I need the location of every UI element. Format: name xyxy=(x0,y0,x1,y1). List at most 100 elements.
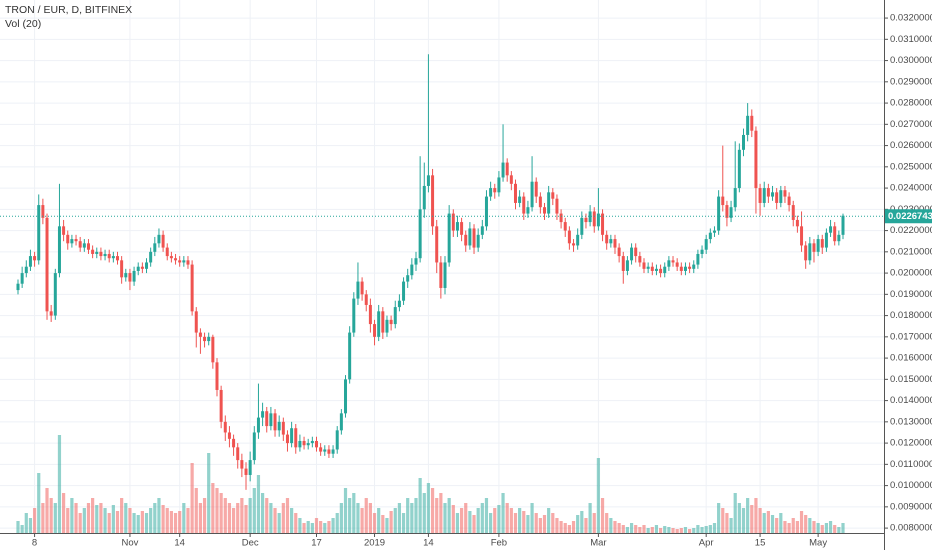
volume-bar xyxy=(207,453,211,533)
candle-body xyxy=(775,192,779,203)
candle-body xyxy=(66,234,70,244)
volume-bar xyxy=(468,511,472,533)
volume-bar xyxy=(733,493,737,533)
volume-bar xyxy=(372,513,377,533)
volume-bar xyxy=(762,513,766,533)
volume-bar xyxy=(650,527,654,533)
volume-bar xyxy=(406,498,410,533)
volume-bar xyxy=(489,513,493,533)
volume-bar xyxy=(223,498,227,533)
last-price-label: 0.02267433 xyxy=(888,211,932,222)
y-tick-label: 0.01500000 xyxy=(890,374,932,385)
volume-bar xyxy=(642,525,646,533)
volume-bar xyxy=(804,515,808,533)
candle-body xyxy=(800,226,804,246)
candle-body xyxy=(232,438,236,448)
volume-bar xyxy=(530,503,534,533)
volume-bar xyxy=(435,498,439,533)
candle-body xyxy=(335,430,339,450)
x-tick-label: Dec xyxy=(242,538,259,549)
volume-bar xyxy=(285,498,290,533)
volume-bar xyxy=(580,511,584,533)
volume-bar xyxy=(319,521,323,533)
candle-body xyxy=(227,432,231,439)
volume-bar xyxy=(555,518,559,533)
y-tick-label: 0.02700000 xyxy=(890,119,932,130)
volume-bar xyxy=(828,521,833,533)
candle-body xyxy=(501,162,505,178)
candle-body xyxy=(650,266,654,271)
candle-body xyxy=(153,243,157,252)
candle-body xyxy=(397,300,401,308)
candle-body xyxy=(659,268,663,274)
candle-body xyxy=(327,449,331,454)
candle-body xyxy=(24,266,28,274)
volume-bar xyxy=(799,511,804,533)
volume-bar xyxy=(165,508,169,533)
candle-body xyxy=(323,449,327,452)
volume-bar xyxy=(563,523,567,533)
volume-bar xyxy=(725,513,729,533)
candle-body xyxy=(381,311,385,333)
candle-body xyxy=(812,243,816,252)
candle-body xyxy=(530,181,534,208)
candle-body xyxy=(194,311,198,333)
candle-body xyxy=(671,260,675,263)
volume-bar xyxy=(45,488,49,533)
candle-body xyxy=(758,188,762,203)
candle-body xyxy=(244,468,248,475)
candle-body xyxy=(804,245,808,261)
volume-bar xyxy=(658,528,663,533)
candle-body xyxy=(455,222,459,231)
candle-body xyxy=(302,440,306,446)
y-tick-label: 0.01800000 xyxy=(890,310,932,321)
volume-bar xyxy=(534,513,538,533)
candle-body xyxy=(688,266,692,269)
volume-bar xyxy=(186,508,190,533)
candle-body xyxy=(281,421,285,435)
volume-bar xyxy=(414,498,418,533)
candle-body xyxy=(518,196,522,203)
candle-body xyxy=(766,188,770,197)
candle-body xyxy=(314,440,318,448)
volume-bar xyxy=(696,525,700,533)
y-tick-label: 0.01600000 xyxy=(890,353,932,364)
candle-body xyxy=(679,266,683,271)
candle-body xyxy=(505,162,509,176)
volume-bar xyxy=(215,488,219,533)
y-tick-label: 0.02000000 xyxy=(890,268,932,279)
volume-bar xyxy=(663,526,667,533)
candle-body xyxy=(53,273,57,316)
volume-bar xyxy=(265,498,269,533)
volume-bar xyxy=(314,518,319,533)
volume-bar xyxy=(422,493,426,533)
y-tick-label: 0.02100000 xyxy=(890,246,932,257)
volume-bar xyxy=(290,508,294,533)
candle-body xyxy=(567,230,571,244)
volume-bar xyxy=(588,503,592,533)
volume-bar xyxy=(605,513,609,533)
volume-bar xyxy=(397,503,402,533)
candle-body xyxy=(617,247,621,257)
candle-body xyxy=(771,192,775,197)
volume-bar xyxy=(20,525,24,533)
candle-body xyxy=(630,247,634,261)
candle-body xyxy=(791,205,795,220)
candle-body xyxy=(223,421,227,433)
y-tick-label: 0.01700000 xyxy=(890,331,932,342)
volume-bar xyxy=(464,503,468,533)
volume-bar xyxy=(754,498,758,533)
volume-bar xyxy=(331,518,335,533)
volume-bar xyxy=(509,508,513,533)
volume-bar xyxy=(791,518,795,533)
volume-bar xyxy=(343,488,348,533)
y-tick-label: 0.02500000 xyxy=(890,161,932,172)
volume-bar xyxy=(688,529,692,533)
candle-body xyxy=(576,234,580,246)
candle-body xyxy=(406,275,410,282)
volume-bar xyxy=(144,513,149,533)
volume-bar xyxy=(700,527,704,533)
volume-bar xyxy=(323,523,327,533)
volume-bar xyxy=(559,521,563,533)
candle-body xyxy=(588,211,592,223)
